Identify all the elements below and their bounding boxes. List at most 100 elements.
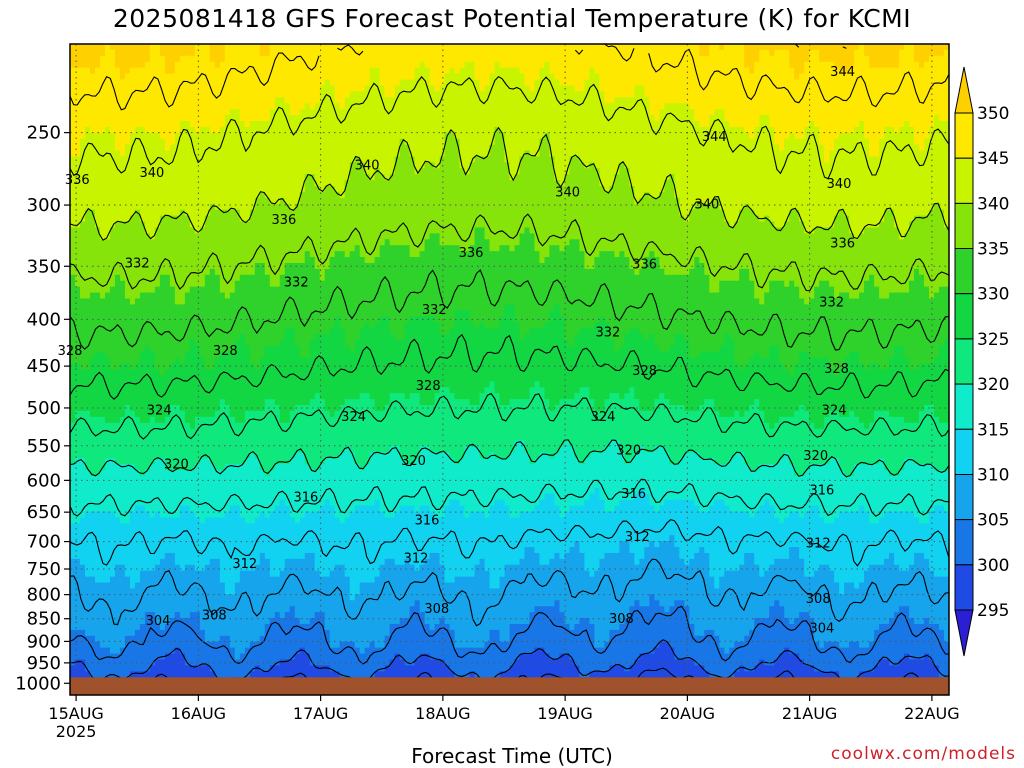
- x-tick-label: 21AUG: [782, 704, 837, 723]
- x-tick-label: 20AUG: [660, 704, 715, 723]
- y-tick-label: 650: [27, 502, 61, 523]
- contour-label: 332: [595, 326, 620, 341]
- contour-label: 320: [164, 457, 189, 472]
- contour-304: [70, 605, 949, 665]
- credit-watermark: coolwx.com/models: [830, 744, 1016, 764]
- colorbar-swatch: [954, 383, 974, 430]
- contour-label: 340: [694, 198, 719, 213]
- contour-label: 324: [341, 410, 366, 425]
- contour-label: 332: [284, 275, 309, 290]
- colorbar-label: 340: [977, 194, 1009, 214]
- colorbar-swatch: [954, 202, 974, 250]
- contour-label: 316: [809, 483, 834, 498]
- colorbar-swatch: [954, 519, 974, 566]
- contour-label: 340: [555, 186, 580, 201]
- colorbar-label: 315: [977, 420, 1009, 440]
- x-tick-label: 16AUG: [171, 704, 226, 723]
- contour-label: 316: [415, 514, 440, 529]
- y-tick-label: 500: [27, 398, 61, 419]
- contour-label: 312: [232, 557, 257, 572]
- y-tick-label: 550: [27, 436, 61, 457]
- contour-label: 316: [621, 487, 646, 502]
- y-axis: 2503003504004505005506006507007508008509…: [15, 123, 70, 694]
- y-tick-label: 1000: [15, 673, 61, 694]
- colorbar-swatch: [954, 428, 974, 475]
- contour-label: 340: [139, 166, 164, 181]
- contour-labels: 344 344 340 340 340 340 340 336 336 336 336 336 332 3…: [58, 65, 855, 636]
- contour-label: 340: [355, 159, 380, 174]
- contour-label: 328: [213, 344, 238, 359]
- contour-328: [70, 333, 949, 400]
- x-axis-title: Forecast Time (UTC): [411, 744, 613, 768]
- y-tick-label: 600: [27, 470, 61, 491]
- contour-label: 312: [404, 551, 429, 566]
- plot-frame: [69, 43, 950, 696]
- colorbar-label: 310: [977, 465, 1009, 485]
- y-tick-label: 700: [27, 532, 61, 553]
- colorbar-swatch: [954, 293, 974, 340]
- contour-312: [70, 519, 949, 567]
- contour-lines: [70, 44, 949, 694]
- colorbar-label: 325: [977, 330, 1009, 350]
- y-tick-label: 950: [27, 653, 61, 674]
- contour-label: 344: [830, 65, 855, 80]
- grid-lines: [70, 44, 949, 695]
- y-tick-label: 400: [27, 309, 61, 330]
- x-tick-label: 18AUG: [415, 704, 470, 723]
- colorbar-bottom-arrow: [954, 609, 974, 657]
- colorbar-legend: 350 345 340 335 330 325 320 315 310 305 300 295: [954, 66, 1009, 657]
- contour-label: 332: [819, 296, 844, 311]
- contour-label: 320: [401, 454, 426, 469]
- contour-label: 328: [632, 364, 657, 379]
- contour-label: 320: [616, 443, 641, 458]
- x-tick-sublabel: 2025: [56, 722, 97, 741]
- contour-label: 328: [824, 362, 849, 377]
- y-tick-label: 300: [27, 195, 61, 216]
- contour-label: 308: [202, 608, 227, 623]
- y-tick-label: 800: [27, 585, 61, 606]
- contour-label: 336: [632, 258, 657, 273]
- contour-label: 308: [806, 592, 831, 607]
- colorbar-swatch: [954, 474, 974, 521]
- contour-label: 332: [422, 303, 447, 318]
- contour-label: 336: [65, 173, 90, 188]
- ground-surface: [70, 677, 949, 695]
- colorbar-swatch: [954, 112, 974, 159]
- contour-332: [70, 269, 949, 351]
- colorbar-label: 335: [977, 240, 1009, 260]
- x-tick-label: 22AUG: [904, 704, 959, 723]
- contour-340: [70, 126, 949, 241]
- contour-label: 336: [830, 237, 855, 252]
- contour-label: 324: [147, 404, 172, 419]
- contour-label: 312: [625, 530, 650, 545]
- colorbar-label: 330: [977, 285, 1009, 305]
- contour-label: 344: [702, 130, 727, 145]
- y-tick-label: 900: [27, 631, 61, 652]
- contour-344: [70, 76, 949, 180]
- contour-348: [70, 44, 949, 111]
- x-tick-label: 17AUG: [293, 704, 348, 723]
- contour-label: 308: [424, 602, 449, 617]
- chart-title: 2025081418 GFS Forecast Potential Temper…: [112, 4, 912, 33]
- contour-label: 340: [827, 177, 852, 192]
- y-tick-label: 350: [27, 256, 61, 277]
- colorbar-swatch: [954, 338, 974, 385]
- contour-324: [70, 392, 949, 440]
- colorbar-label: 350: [977, 104, 1009, 124]
- contour-label: 304: [146, 614, 171, 629]
- contour-label: 312: [806, 536, 831, 551]
- contour-label: 336: [271, 213, 296, 228]
- contour-320: [70, 439, 949, 478]
- colorbar-label: 345: [977, 149, 1009, 169]
- contour-label: 304: [809, 621, 834, 636]
- x-tick-label: 19AUG: [537, 704, 592, 723]
- colorbar-swatch: [954, 157, 974, 204]
- colorbar-swatch: [954, 564, 974, 611]
- colorbar-swatch: [954, 248, 974, 295]
- contour-label: 336: [459, 246, 484, 261]
- y-tick-label: 450: [27, 356, 61, 377]
- contour-308: [70, 558, 949, 627]
- colorbar-label: 295: [977, 601, 1009, 621]
- contour-label: 324: [822, 404, 847, 419]
